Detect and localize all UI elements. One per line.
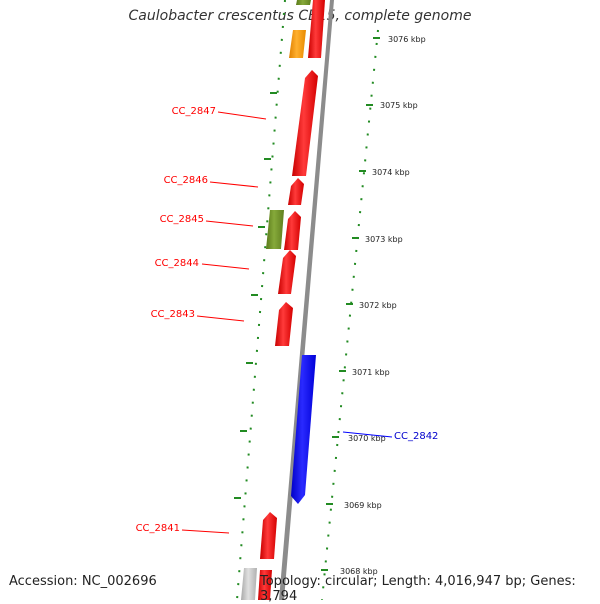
inner-major-tick — [270, 92, 277, 94]
kbp-tick-mark — [346, 303, 353, 305]
gene-feature-cc2842 — [291, 355, 316, 504]
kbp-tick-label: 3069 kbp — [344, 501, 382, 510]
gene-label-cc2847[interactable]: CC_2847 — [172, 106, 216, 117]
inner-major-tick — [264, 158, 271, 160]
inner-major-tick — [246, 362, 253, 364]
gene-feature-green — [266, 210, 284, 249]
gene-feature-bottom-red — [258, 570, 272, 600]
genome-backbone — [279, 0, 334, 600]
kbp-tick-label: 3068 kbp — [340, 567, 378, 576]
gene-label-cc2841[interactable]: CC_2841 — [136, 523, 180, 534]
gene-label-leaders — [181, 111, 393, 534]
kbp-tick-label: 3074 kbp — [372, 168, 410, 177]
outer-ruler-ticks: 3076 kbp 3075 kbp 3074 kbp 3073 kbp 3072… — [321, 35, 426, 576]
kbp-tick-label: 3070 kbp — [348, 434, 386, 443]
gene-label-cc2844[interactable]: CC_2844 — [155, 258, 199, 269]
gene-feature-orange — [289, 30, 306, 58]
gene-feature-cc2845 — [284, 211, 301, 250]
gene-feature-cc2846 — [288, 178, 304, 205]
gene-feature-cc2844 — [278, 250, 296, 294]
leader-line-cc2845 — [205, 220, 254, 227]
leader-line-cc2844 — [201, 263, 250, 270]
inner-major-tick — [258, 226, 265, 228]
leader-line-cc2847 — [217, 111, 267, 120]
inner-ruler-line — [236, 0, 286, 600]
leader-line-cc2846 — [209, 181, 259, 188]
kbp-tick-label: 3073 kbp — [365, 235, 403, 244]
kbp-tick-mark — [339, 370, 346, 372]
kbp-tick-mark — [373, 37, 380, 39]
gene-feature-top-green — [296, 0, 311, 5]
gene-feature-cc2847 — [292, 70, 318, 176]
gene-feature-gray — [241, 568, 257, 600]
gene-label-cc2845[interactable]: CC_2845 — [160, 214, 204, 225]
inner-major-tick — [240, 430, 247, 432]
kbp-tick-mark — [352, 237, 359, 239]
inner-ruler-ticks — [234, 92, 277, 499]
accession-text: Accession: NC_002696 — [9, 574, 157, 589]
gene-label-cc2843[interactable]: CC_2843 — [151, 309, 195, 320]
forward-strand-genes — [258, 0, 325, 600]
leader-line-cc2842 — [342, 431, 393, 438]
kbp-tick-label: 3072 kbp — [359, 301, 397, 310]
kbp-tick-mark — [366, 104, 373, 106]
gene-labels: CC_2847 CC_2846 CC_2845 CC_2844 CC_2843 … — [136, 106, 439, 534]
gene-feature-top-red — [308, 0, 325, 58]
kbp-tick-mark — [321, 569, 328, 571]
kbp-tick-label: 3076 kbp — [388, 35, 426, 44]
gene-label-cc2842[interactable]: CC_2842 — [394, 431, 438, 442]
map-title: Caulobacter crescentus CB15, complete ge… — [128, 8, 472, 24]
outer-ruler-line — [321, 29, 379, 600]
gene-feature-cc2841 — [260, 512, 277, 559]
gene-feature-cc2843 — [275, 302, 293, 346]
kbp-tick-mark — [326, 503, 333, 505]
kbp-tick-label: 3075 kbp — [380, 101, 418, 110]
gene-label-cc2846[interactable]: CC_2846 — [164, 175, 208, 186]
kbp-tick-mark — [332, 436, 339, 438]
inner-major-tick — [234, 497, 241, 499]
inner-major-tick — [251, 294, 258, 296]
leader-line-cc2843 — [196, 315, 245, 322]
leader-line-cc2841 — [181, 529, 230, 534]
kbp-tick-mark — [359, 170, 366, 172]
kbp-tick-label: 3071 kbp — [352, 368, 390, 377]
